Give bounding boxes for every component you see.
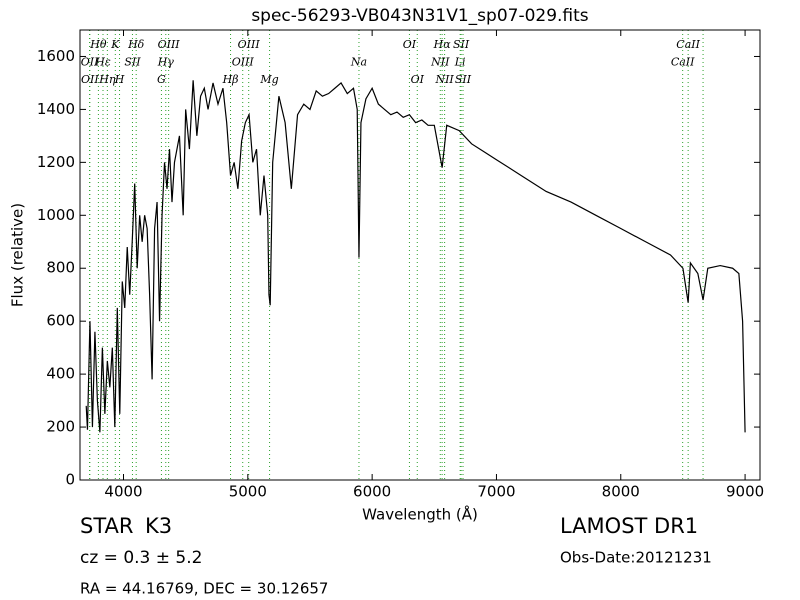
annotation-label: OI bbox=[411, 73, 425, 86]
y-tick-label: 1400 bbox=[37, 100, 75, 118]
y-tick-label: 1200 bbox=[37, 153, 75, 171]
annotation-label: SII bbox=[453, 38, 470, 51]
annotation-label: K bbox=[110, 38, 120, 51]
x-tick-label: 4000 bbox=[104, 483, 142, 501]
annotation-label: Hε bbox=[94, 56, 111, 69]
plot-frame bbox=[79, 29, 761, 481]
y-tick-label: 800 bbox=[46, 259, 75, 277]
annotation-label: Hγ bbox=[157, 56, 175, 69]
y-tick-label: 200 bbox=[46, 418, 75, 436]
annotation-label: OIII bbox=[232, 56, 255, 69]
annotation-label: OIII bbox=[238, 38, 261, 51]
x-tick-label: 9000 bbox=[726, 483, 764, 501]
annotation-label: Hη bbox=[98, 73, 116, 86]
annotation-label: OIII bbox=[158, 38, 181, 51]
subclass: K3 bbox=[145, 514, 172, 538]
spectrum-line bbox=[85, 80, 746, 433]
annotation-label: Hθ bbox=[89, 38, 107, 51]
annotation-label: NII bbox=[434, 73, 454, 86]
annotation-label: OI bbox=[403, 38, 417, 51]
redshift: cz = 0.3 ± 5.2 bbox=[80, 548, 202, 568]
annotation-label: Li bbox=[454, 56, 466, 69]
coordinates: RA = 44.16769, DEC = 30.12657 bbox=[80, 580, 328, 598]
annotation-label: Hδ bbox=[127, 38, 145, 51]
chart-title: spec-56293-VB043N31V1_sp07-029.fits bbox=[251, 6, 588, 26]
y-axis-label: Flux (relative) bbox=[9, 203, 27, 307]
survey: LAMOST DR1 bbox=[560, 514, 698, 538]
obs-date: Obs-Date:20121231 bbox=[560, 549, 712, 567]
x-tick-label: 6000 bbox=[353, 483, 391, 501]
annotation-label: G bbox=[157, 73, 166, 86]
x-tick-label: 7000 bbox=[477, 483, 515, 501]
annotation-label: CaII bbox=[676, 38, 700, 51]
y-tick-label: 400 bbox=[46, 365, 75, 383]
annotation-label: CaII bbox=[671, 56, 695, 69]
y-tick-label: 1600 bbox=[37, 47, 75, 65]
y-tick-label: 0 bbox=[65, 471, 75, 489]
annotation-label: Na bbox=[350, 56, 367, 69]
annotation-label: SII bbox=[455, 73, 472, 86]
y-tick-label: 1000 bbox=[37, 206, 75, 224]
annotation-label: Hα bbox=[433, 38, 452, 51]
annotation-label: Hβ bbox=[222, 73, 239, 86]
x-tick-label: 8000 bbox=[602, 483, 640, 501]
annotation-label: NII bbox=[430, 56, 450, 69]
annotation-label: SII bbox=[124, 56, 141, 69]
annotation-label: H bbox=[114, 73, 125, 86]
x-tick-label: 5000 bbox=[229, 483, 267, 501]
annotation-label: OII bbox=[81, 73, 99, 86]
object-type: STAR bbox=[80, 514, 133, 538]
annotation-label: Mg bbox=[259, 73, 278, 86]
y-tick-label: 600 bbox=[46, 312, 75, 330]
x-axis-label: Wavelength (Å) bbox=[362, 505, 478, 524]
